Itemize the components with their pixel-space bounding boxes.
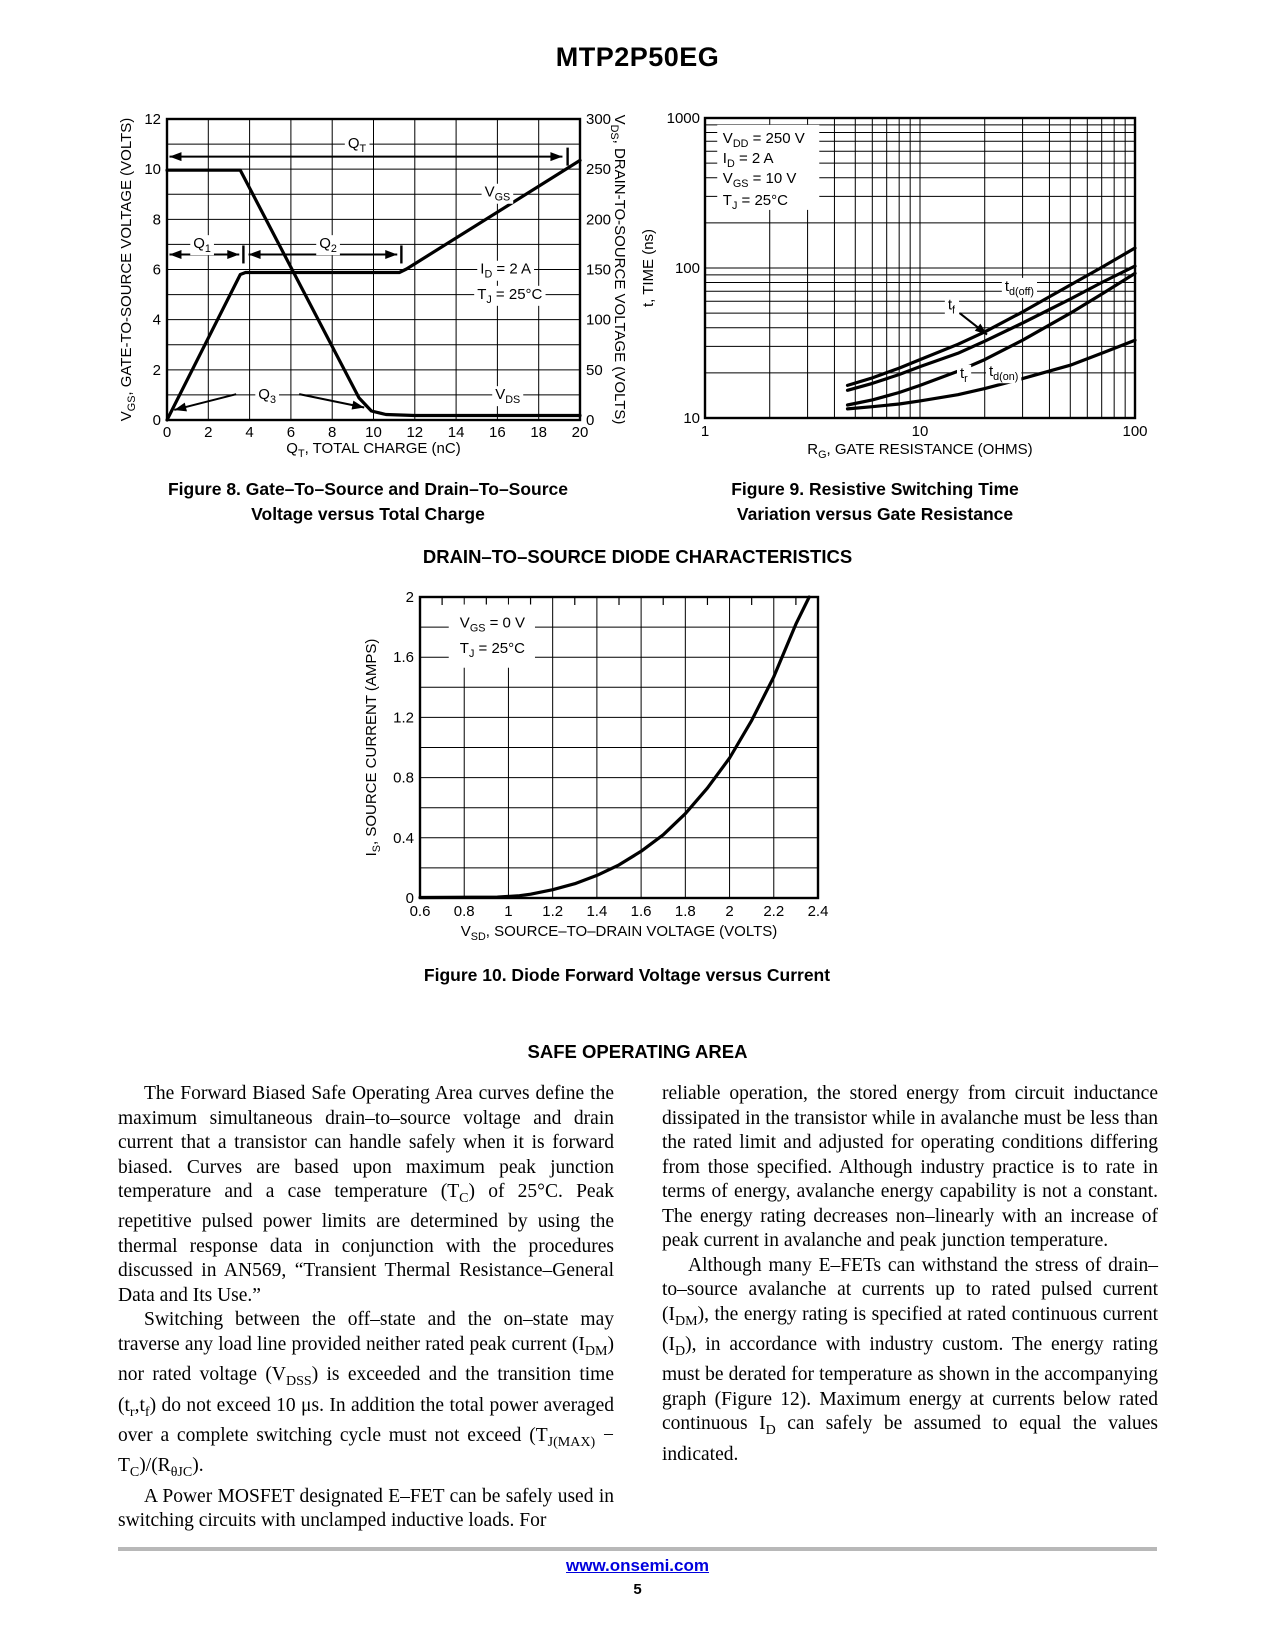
svg-text:0: 0 [163,424,171,441]
svg-text:4: 4 [245,424,253,441]
svg-text:14: 14 [448,424,465,441]
svg-text:0: 0 [586,412,594,429]
page-number: 5 [633,1581,642,1598]
svg-text:1.6: 1.6 [631,903,652,920]
svg-text:10: 10 [365,424,382,441]
svg-text:1.6: 1.6 [393,649,414,666]
svg-text:18: 18 [530,424,547,441]
svg-text:100: 100 [586,312,611,329]
svg-text:VGS = 10 V: VGS = 10 V [723,170,797,190]
svg-text:1: 1 [504,903,512,920]
svg-text:VDS, DRAIN-TO-SOURCE VOLTAGE (: VDS, DRAIN-TO-SOURCE VOLTAGE (VOLTS) [608,115,625,425]
svg-text:tf: tf [948,297,956,317]
svg-text:1000: 1000 [667,110,700,127]
svg-text:2: 2 [204,424,212,441]
figure9-caption-line2: Variation versus Gate Resistance [736,504,1014,524]
soa-body: The Forward Biased Safe Operating Area c… [118,1082,1158,1534]
svg-text:IS, SOURCE CURRENT (AMPS): IS, SOURCE CURRENT (AMPS) [363,639,383,857]
svg-text:1: 1 [701,423,709,440]
svg-text:tr: tr [960,365,968,385]
svg-text:250: 250 [586,161,611,178]
svg-text:RG, GATE RESISTANCE (OHMS): RG, GATE RESISTANCE (OHMS) [807,441,1032,461]
soa-right-column: reliable operation, the stored energy fr… [662,1083,1159,1465]
svg-text:TJ = 25°C: TJ = 25°C [477,286,542,306]
figure9-caption-line1: Figure 9. Resistive Switching Time [731,479,1019,499]
svg-text:VDS: VDS [495,386,520,406]
svg-text:VGS, GATE-TO-SOURCE VOLTAGE (V: VGS, GATE-TO-SOURCE VOLTAGE (VOLTS) [118,118,138,421]
svg-text:10: 10 [683,410,700,427]
svg-text:2: 2 [153,362,161,379]
svg-text:ID = 2 A: ID = 2 A [723,150,774,170]
svg-text:TJ = 25°C: TJ = 25°C [723,192,788,212]
figure10-caption: Figure 10. Diode Forward Voltage versus … [423,965,831,985]
svg-text:1.2: 1.2 [542,903,563,920]
figure8-caption: Figure 8. Gate–To–Source and Drain–To–So… [118,477,618,527]
svg-text:Q1: Q1 [193,235,211,255]
svg-text:2.4: 2.4 [808,903,829,920]
svg-text:8: 8 [328,424,336,441]
svg-text:1.4: 1.4 [586,903,607,920]
figure8-caption-line2: Voltage versus Total Charge [251,504,485,524]
svg-text:VGS = 0 V: VGS = 0 V [460,615,525,635]
figure8-chart: 0 2 4 6 8 10 12 14 16 18 2002468101205010015020025… [118,111,625,460]
soa-heading: SAFE OPERATING AREA [527,1041,748,1062]
svg-text:0: 0 [153,412,161,429]
svg-text:0.4: 0.4 [393,830,414,847]
svg-text:10: 10 [912,423,929,440]
svg-text:2.2: 2.2 [763,903,784,920]
svg-text:VGS: VGS [485,184,511,204]
svg-text:200: 200 [586,211,611,228]
footer-link[interactable]: www.onsemi.com [566,1556,709,1575]
svg-text:Q2: Q2 [319,235,337,255]
soa-left-column: The Forward Biased Safe Operating Area c… [118,1083,614,1532]
svg-text:8: 8 [153,211,161,228]
svg-text:20: 20 [572,424,589,441]
svg-text:6: 6 [153,262,161,279]
svg-text:t, TIME (ns): t, TIME (ns) [640,229,657,307]
svg-text:0.6: 0.6 [410,903,431,920]
svg-text:100: 100 [1122,423,1147,440]
svg-text:td(on): td(on) [989,363,1018,383]
footer-rule [118,1547,1157,1551]
figure8-caption-line1: Figure 8. Gate–To–Source and Drain–To–So… [167,479,568,499]
figure9-caption: Figure 9. Resistive Switching Time Varia… [640,477,1110,527]
svg-text:4: 4 [153,312,161,329]
svg-text:Q3: Q3 [258,386,276,406]
svg-text:QT, TOTAL CHARGE (nC): QT, TOTAL CHARGE (nC) [286,440,460,460]
svg-text:0: 0 [406,890,414,907]
svg-text:16: 16 [489,424,506,441]
svg-text:300: 300 [586,111,611,128]
svg-text:12: 12 [144,111,161,128]
svg-text:VDD = 250 V: VDD = 250 V [723,130,805,150]
svg-text:TJ = 25°C: TJ = 25°C [460,640,525,660]
diode-section-heading: DRAIN–TO–SOURCE DIODE CHARACTERISTICS [422,546,853,567]
svg-text:10: 10 [144,161,161,178]
svg-text:0.8: 0.8 [454,903,475,920]
svg-text:QT: QT [348,135,367,155]
svg-text:VSD, SOURCE–TO–DRAIN VOLTAGE (: VSD, SOURCE–TO–DRAIN VOLTAGE (VOLTS) [461,923,777,943]
svg-text:1.8: 1.8 [675,903,696,920]
svg-text:100: 100 [675,260,700,277]
svg-text:150: 150 [586,262,611,279]
svg-text:0.8: 0.8 [393,770,414,787]
figure10-chart: VGS = 0 V TJ = 25°C 0.6 0.8 1 1.2 1.4 1.6 1.8 2 2.… [363,589,829,943]
svg-text:1.2: 1.2 [393,709,414,726]
page-title: MTP2P50EG [555,42,720,72]
svg-text:50: 50 [586,362,603,379]
svg-text:2: 2 [406,589,414,606]
svg-text:2: 2 [725,903,733,920]
svg-text:ID = 2 A: ID = 2 A [480,261,531,281]
svg-text:td(off): td(off) [1005,278,1034,298]
svg-text:12: 12 [406,424,423,441]
svg-text:6: 6 [287,424,295,441]
